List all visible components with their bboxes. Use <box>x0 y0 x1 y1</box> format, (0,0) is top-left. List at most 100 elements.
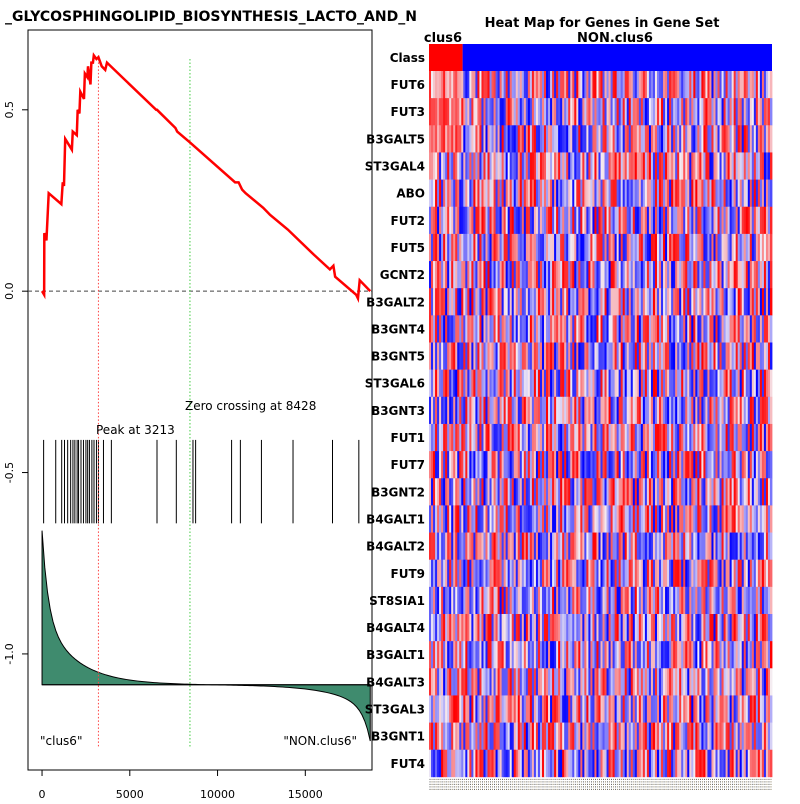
heatmap-cell <box>632 505 636 533</box>
heatmap-cell <box>465 315 468 343</box>
heatmap-cell <box>501 641 505 669</box>
heatmap-cell <box>487 532 490 560</box>
heatmap-cell <box>485 206 488 235</box>
heatmap-cell <box>437 369 440 398</box>
heatmap-cell <box>594 478 597 506</box>
heatmap-cell <box>749 315 753 343</box>
heatmap-cell <box>586 722 589 751</box>
heatmap-cell <box>562 125 565 153</box>
heatmap-cell <box>513 315 517 343</box>
heatmap-cell <box>515 342 519 370</box>
heatmap-cell <box>519 233 523 262</box>
heatmap-cell <box>695 451 698 479</box>
heatmap-cell <box>562 451 565 479</box>
heatmap-cell <box>620 532 624 560</box>
heatmap-cell <box>477 423 480 452</box>
heatmap-cell <box>519 342 523 370</box>
heatmap-cell <box>546 423 549 452</box>
heatmap-cell <box>477 179 480 208</box>
heatmap-cell <box>608 206 611 235</box>
heatmap-cell <box>725 179 729 208</box>
heatmap-cell <box>737 668 741 696</box>
heatmap-cell <box>485 614 488 642</box>
heatmap-cell <box>687 315 690 343</box>
heatmap-cell <box>602 369 605 398</box>
heatmap-cell <box>616 668 620 696</box>
heatmap-cell <box>656 206 660 235</box>
heatmap-cell <box>459 288 462 316</box>
heatmap-cell <box>729 369 733 398</box>
heatmap-cell <box>529 532 533 560</box>
heatmap-cell <box>431 179 434 208</box>
heatmap-cell <box>447 261 450 289</box>
heatmap-cell <box>586 668 589 696</box>
heatmap-cell <box>725 586 729 615</box>
heatmap-cell <box>707 722 710 751</box>
heatmap-cell <box>499 288 503 316</box>
heatmap-cell <box>719 369 722 398</box>
heatmap-cell <box>669 749 672 778</box>
heatmap-cell <box>556 179 559 208</box>
heatmap-cell <box>654 288 658 316</box>
heatmap-cell <box>473 206 476 235</box>
heatmap-cell <box>537 423 541 452</box>
heatmap-cell <box>677 641 680 669</box>
heatmap-cell <box>529 749 533 778</box>
heatmap-cell <box>511 233 515 262</box>
heatmap-cell <box>755 261 759 289</box>
heatmap-cell <box>435 722 438 751</box>
heatmap-cell <box>447 614 450 642</box>
heatmap-cell <box>443 152 446 180</box>
heatmap-cell <box>703 695 706 723</box>
heatmap-cell <box>457 261 460 289</box>
heatmap-cell <box>539 586 543 615</box>
heatmap-cell <box>741 695 745 723</box>
heatmap-cell <box>713 206 716 235</box>
heatmap-cell <box>634 206 638 235</box>
heatmap-cell <box>715 125 718 153</box>
heatmap-cell <box>531 749 535 778</box>
heatmap-cell <box>443 315 446 343</box>
heatmap-cell <box>535 206 539 235</box>
heatmap-cell <box>654 342 658 370</box>
heatmap-cell <box>491 342 494 370</box>
heatmap-cell <box>642 152 646 180</box>
heatmap-cell <box>566 423 569 452</box>
heatmap-cell <box>656 668 660 696</box>
heatmap-cell <box>505 71 509 99</box>
heatmap-cell <box>465 532 468 560</box>
heatmap-cell <box>515 71 519 99</box>
heatmap-cell <box>525 749 529 778</box>
heatmap-cell <box>568 179 571 208</box>
heatmap-cell <box>574 641 577 669</box>
heatmap-cell <box>703 233 706 262</box>
heatmap-cell <box>608 478 611 506</box>
heatmap-cell <box>564 423 567 452</box>
heatmap-cell <box>646 641 650 669</box>
heatmap-cell <box>695 668 698 696</box>
heatmap-cell <box>439 342 442 370</box>
heatmap-cell <box>451 125 454 153</box>
heatmap-cell <box>483 152 486 180</box>
heatmap-cell <box>614 152 618 180</box>
heatmap-cell <box>451 288 454 316</box>
heatmap-cell <box>513 125 517 153</box>
heatmap-cell <box>687 641 690 669</box>
heatmap-cell <box>578 125 581 153</box>
heatmap-cell <box>667 451 670 479</box>
heatmap-cell <box>735 478 739 506</box>
heatmap-cell <box>485 125 488 153</box>
heatmap-cell <box>596 179 599 208</box>
heatmap-cell <box>701 586 704 615</box>
heatmap-cell <box>554 369 557 398</box>
heatmap-cell <box>731 152 735 180</box>
heatmap-cell <box>431 423 434 452</box>
heatmap-cell <box>614 288 618 316</box>
heatmap-cell <box>683 288 686 316</box>
heatmap-cell <box>618 396 622 425</box>
heatmap-cell <box>505 614 509 642</box>
heatmap-cell <box>552 532 555 560</box>
heatmap-cell <box>618 749 622 778</box>
heatmap-cell <box>582 423 585 452</box>
heatmap-cell <box>683 423 686 452</box>
